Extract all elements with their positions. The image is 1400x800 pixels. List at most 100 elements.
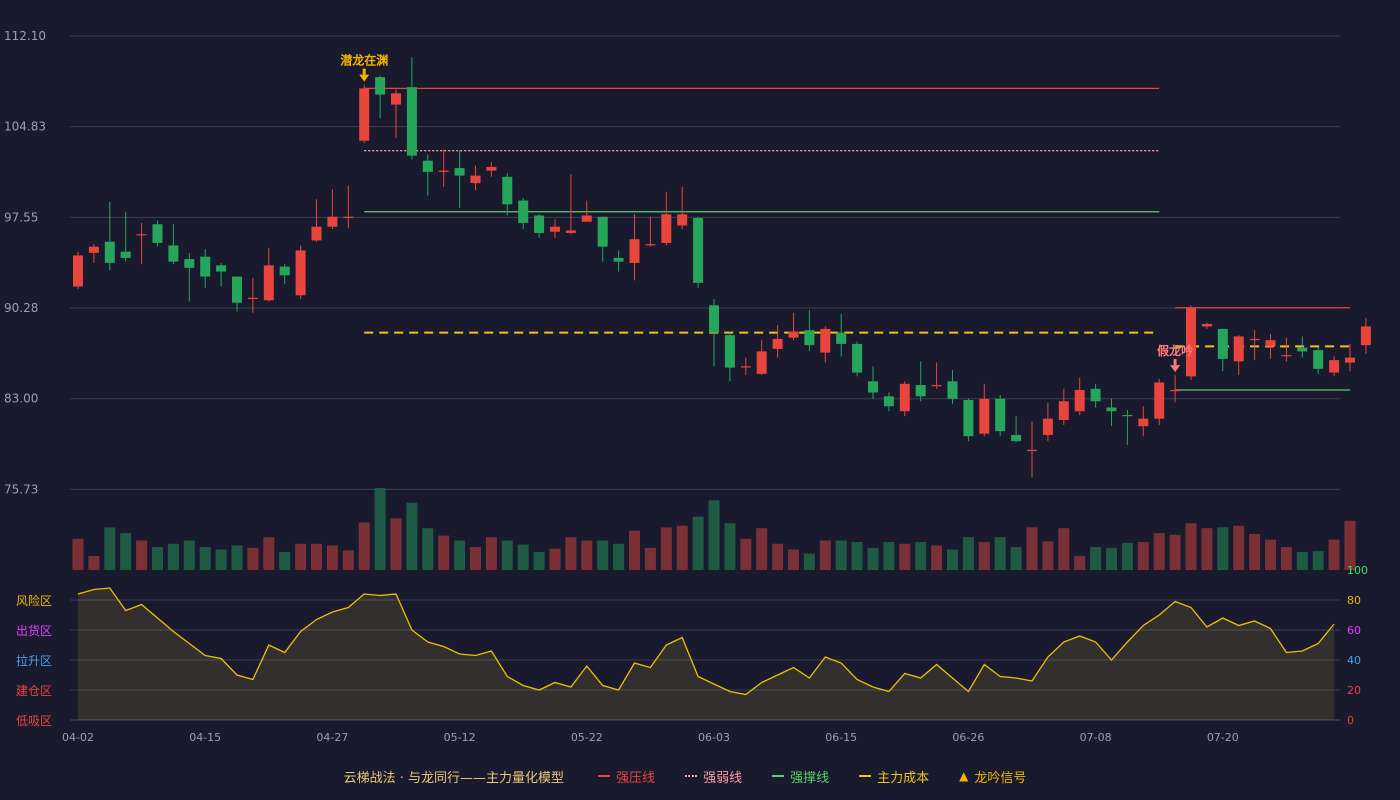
volume-bar (72, 538, 84, 570)
legend-item-support[interactable]: 强撑线 (772, 767, 829, 786)
candle-body (1313, 350, 1324, 369)
risk-index-area (78, 588, 1335, 720)
volume-bar (406, 502, 418, 570)
volume-bar (342, 550, 354, 570)
candle-body (104, 241, 115, 263)
zone-label: 出货区 (16, 623, 52, 638)
legend-label-support: 强撑线 (790, 770, 830, 786)
legend-item-cost[interactable]: 主力成本 (859, 767, 929, 786)
volume-bar (803, 553, 815, 570)
candle-body (438, 170, 449, 172)
date-tick-label: 06-15 (825, 731, 857, 744)
candle-body (947, 381, 958, 399)
candle-body (73, 255, 83, 287)
date-tick-label: 06-03 (698, 731, 730, 744)
candle-body (1027, 449, 1037, 452)
legend: 云梯战法 · 与龙同行——主力量化模型 强压线 强弱线 强撑线 主力成本 ▲ 龙… (0, 764, 1400, 788)
candle-body (279, 266, 290, 276)
weak-line-swatch (685, 775, 698, 777)
candle-body (327, 216, 338, 227)
legend-item-pressure[interactable]: 强压线 (598, 767, 655, 786)
indicator-tick-label: 100 (1347, 564, 1368, 577)
date-tick-label: 05-22 (571, 731, 603, 744)
candle-body (1281, 355, 1292, 357)
candle-body (565, 230, 576, 233)
price-tick-label: 75.73 (4, 482, 38, 496)
volume-bar (644, 547, 656, 570)
candle-body (709, 305, 719, 333)
volume-bar (136, 540, 148, 570)
candle-body (1233, 336, 1244, 362)
legend-label-weak: 强弱线 (703, 770, 743, 786)
candle-body (915, 385, 926, 397)
date-tick-label: 04-15 (189, 731, 221, 744)
volume-bar (1312, 551, 1324, 570)
legend-item-weak[interactable]: 强弱线 (685, 767, 742, 786)
legend-title: 云梯战法 · 与龙同行——主力量化模型 (343, 770, 565, 786)
date-tick-label: 05-12 (444, 731, 476, 744)
candle-body (232, 276, 242, 303)
candle-body (677, 214, 688, 226)
price-tick-label: 112.10 (4, 29, 46, 43)
volume-bar (947, 549, 958, 570)
volume-bar (152, 547, 163, 570)
date-tick-label: 06-26 (952, 731, 984, 744)
volume-bar (199, 547, 211, 570)
indicator-tick-label: 60 (1347, 624, 1361, 637)
candle-body (454, 168, 465, 176)
legend-label-pressure: 强压线 (616, 770, 656, 786)
signal-label: 潜龙在渊 (340, 53, 388, 68)
volume-bar (660, 527, 672, 570)
candle-body (1011, 434, 1022, 442)
volume-bar (104, 527, 116, 570)
volume-bar (597, 540, 609, 570)
volume-bar (756, 528, 768, 570)
volume-bar (1090, 547, 1102, 570)
legend-item-signal[interactable]: ▲ 龙吟信号 (959, 767, 1026, 786)
candle-body (1090, 388, 1101, 402)
legend-label-signal: 龙吟信号 (974, 770, 1027, 786)
volume-bar (1058, 528, 1070, 570)
volume-bar (1185, 523, 1197, 570)
candle-body (995, 398, 1006, 432)
candle-body (645, 244, 656, 246)
volume-bar (565, 537, 577, 570)
candle-body (883, 396, 894, 407)
candle-body (1329, 360, 1340, 373)
volume-bar (1249, 533, 1261, 570)
candle-body (1074, 390, 1085, 412)
candle-body (1297, 347, 1308, 352)
candle-body (470, 175, 481, 184)
candle-body (120, 251, 131, 258)
candle-body (852, 343, 863, 373)
legend-label-cost: 主力成本 (877, 770, 930, 786)
volume-bar (1344, 520, 1356, 570)
volume-bar (978, 542, 990, 570)
candle-body (1345, 357, 1355, 363)
price-tick-label: 97.55 (4, 210, 38, 224)
candle-body (152, 224, 163, 243)
volume-bar (740, 538, 752, 570)
support-line-swatch (772, 775, 785, 777)
date-tick-label: 07-08 (1080, 731, 1112, 744)
volume-bar (215, 549, 227, 570)
candle-body (391, 93, 401, 105)
signal-arrow-shaft (362, 68, 366, 75)
zone-label: 风险区 (16, 593, 52, 608)
indicator-tick-label: 80 (1347, 594, 1361, 607)
candle-body (788, 331, 799, 338)
candle-body (979, 398, 990, 434)
candle-body (200, 256, 211, 277)
candle-body (1122, 414, 1133, 417)
volume-bar (1328, 539, 1340, 570)
candle-body (804, 330, 815, 346)
volume-bar (1026, 527, 1038, 570)
volume-bar (120, 533, 132, 570)
volume-bar (485, 537, 497, 570)
volume-bar (295, 543, 307, 570)
volume-bar (1169, 534, 1181, 570)
volume-bar (629, 530, 640, 570)
volume-bar (167, 543, 179, 570)
volume-bar (1217, 527, 1229, 570)
